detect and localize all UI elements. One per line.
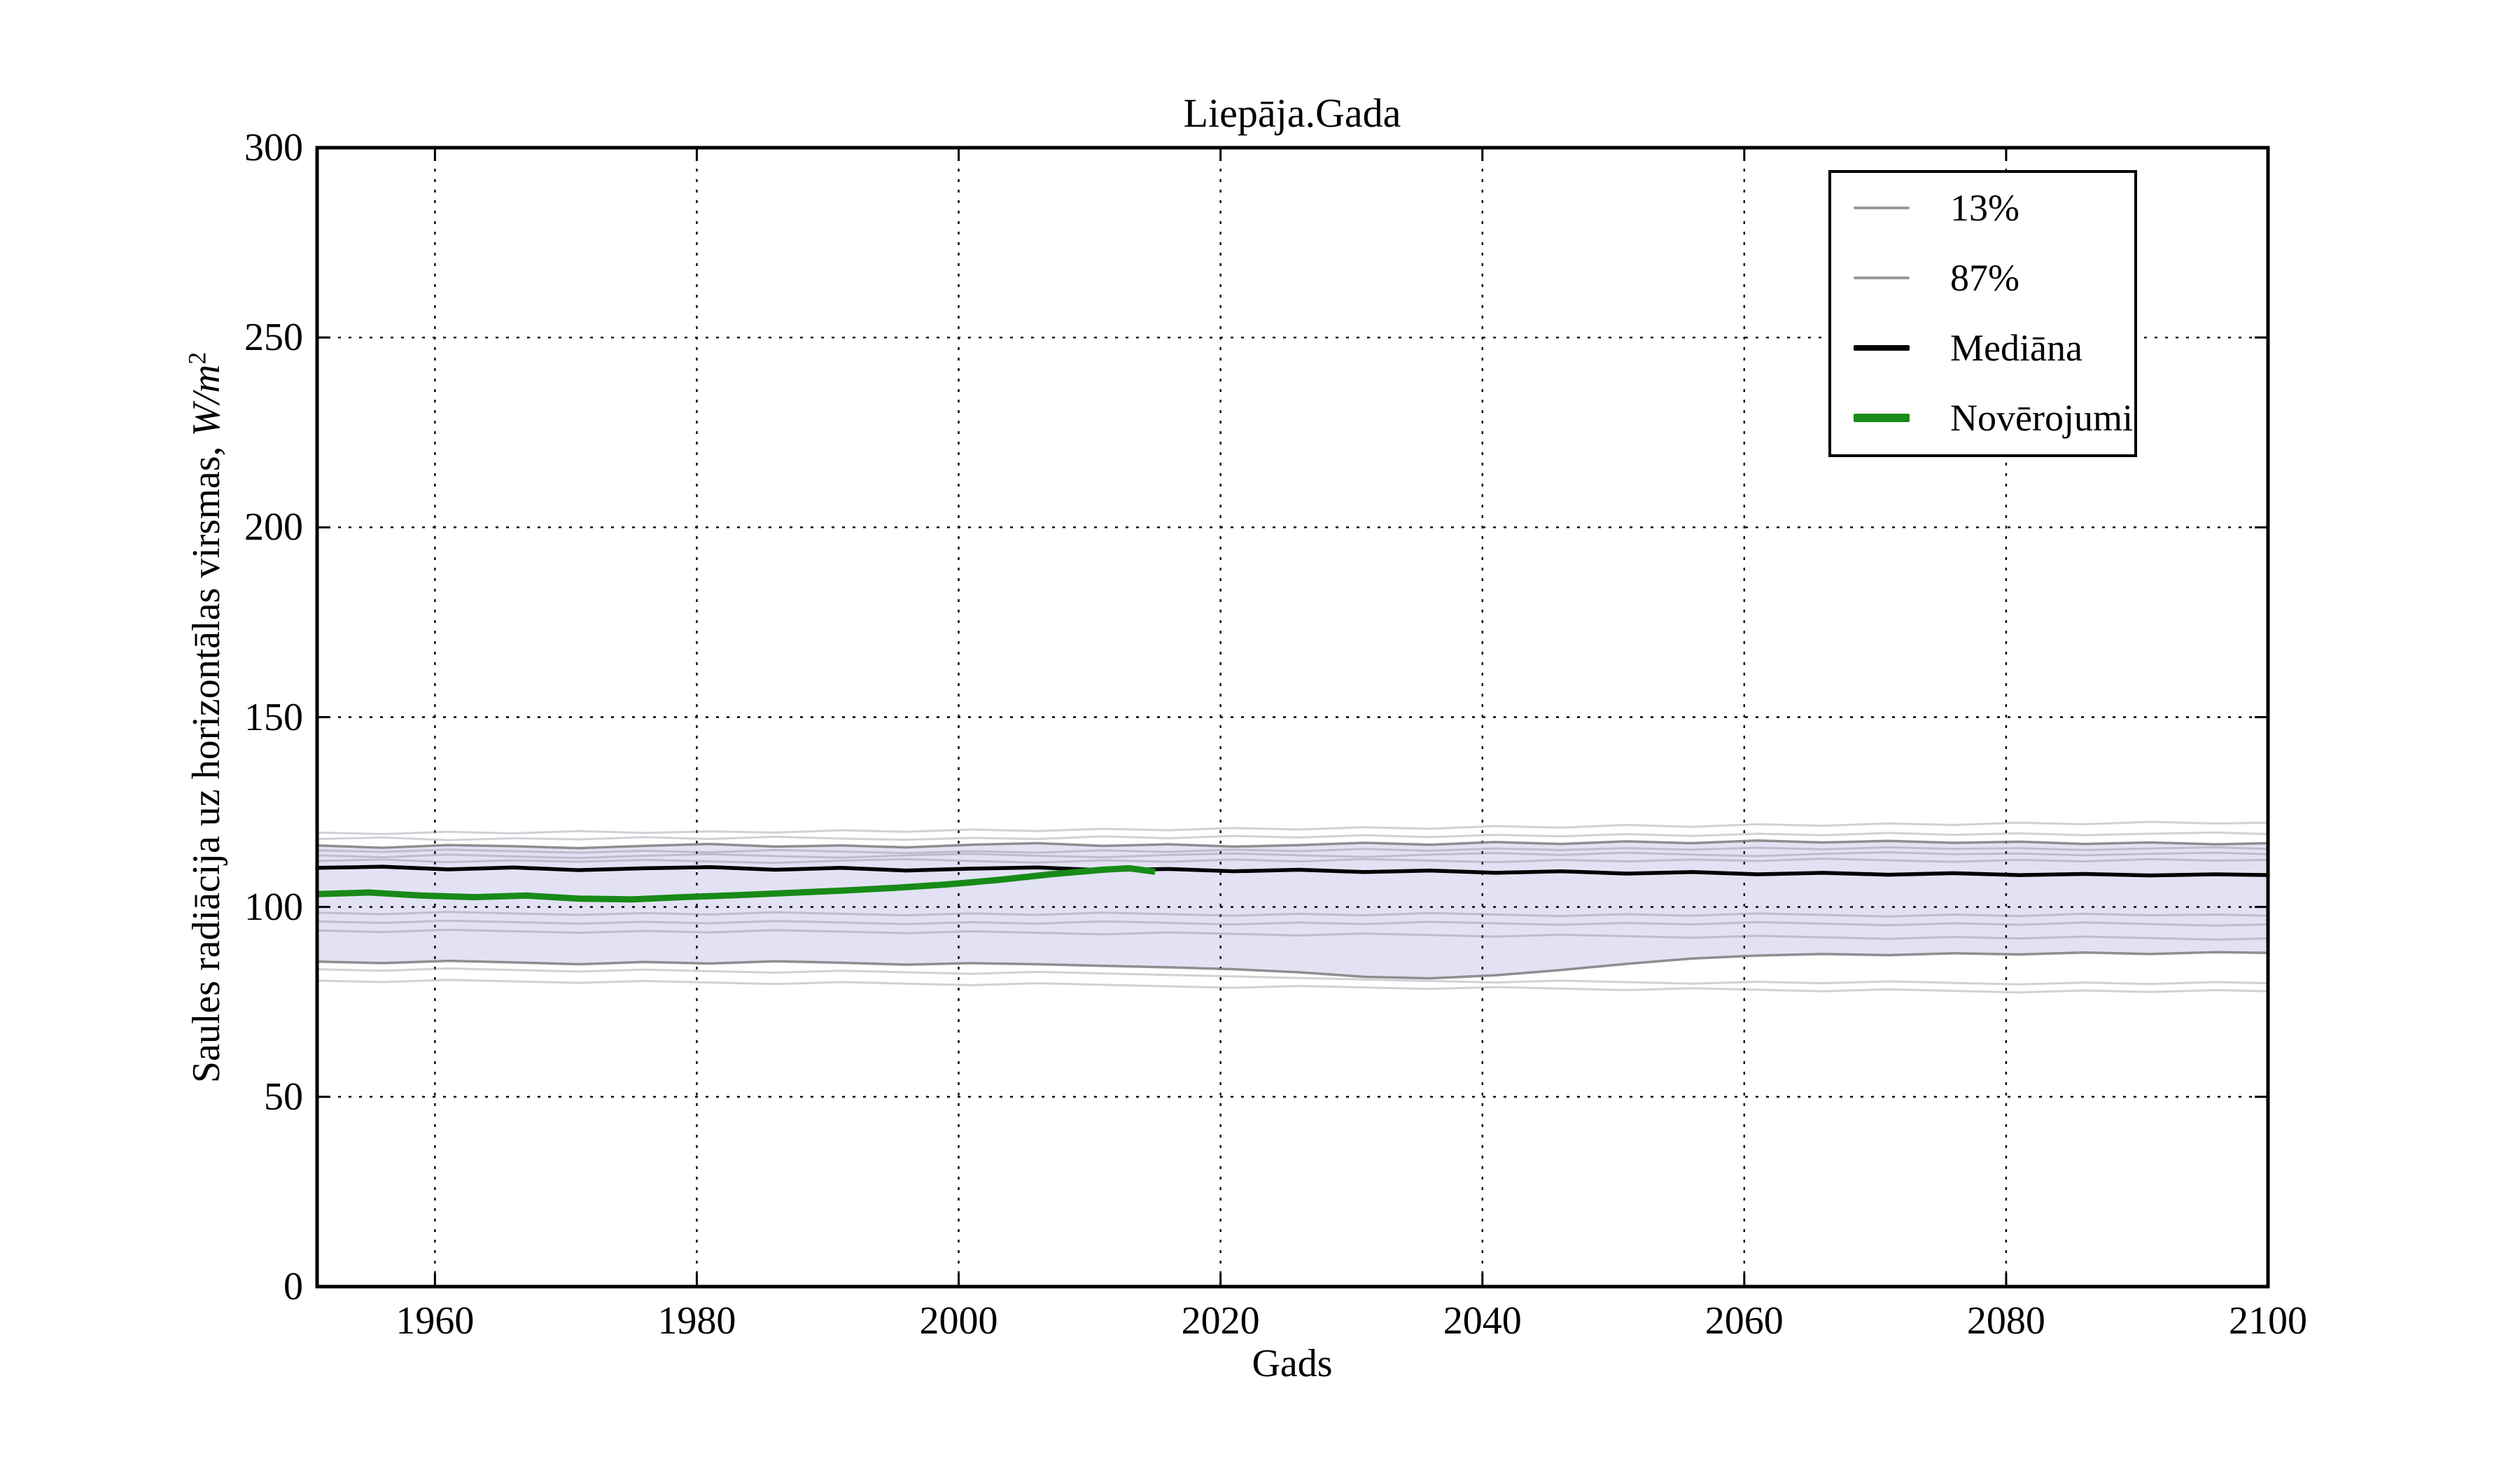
x-tick-label-2060: 2060 (1704, 1299, 1784, 1343)
series-noverojumi (316, 864, 1156, 903)
series-ensemble-5 (316, 846, 2269, 855)
y-tick-label-300: 300 (244, 126, 303, 169)
x-tick-label-1960: 1960 (396, 1299, 475, 1343)
series-ensemble-3 (316, 851, 2269, 860)
x-tick-label-1980: 1980 (657, 1299, 736, 1343)
legend-item-1: 13% (1831, 173, 2134, 243)
y-axis-label-math: W/m (185, 364, 228, 437)
legend: 13% 87% Mediāna Novērojumi (1828, 170, 2137, 457)
legend-label-3: Mediāna (1950, 327, 2082, 369)
y-tick-label-50: 50 (264, 1074, 303, 1119)
legend-item-3: Mediāna (1831, 313, 2134, 383)
legend-line-sample-2 (1854, 276, 1910, 279)
y-tick-label-100: 100 (244, 885, 303, 929)
series-p87 (316, 839, 2269, 850)
series-ensemble-4 (316, 858, 2269, 864)
series-mediana (315, 864, 2270, 878)
x-tick-label-2040: 2040 (1443, 1299, 1522, 1343)
legend-line-sample-1 (1854, 206, 1910, 209)
legend-label-2: 87% (1950, 257, 2019, 299)
legend-label-1: 13% (1950, 187, 2019, 229)
x-tick-label-2100: 2100 (2229, 1299, 2307, 1343)
chart-title: Liepāja.Gada (1183, 90, 1401, 136)
y-tick-label-150: 150 (244, 695, 303, 739)
x-tick-label-2000: 2000 (919, 1299, 998, 1343)
legend-item-4: Novērojumi (1831, 383, 2134, 453)
x-tick-label-2020: 2020 (1181, 1299, 1260, 1343)
y-tick-label-250: 250 (244, 316, 303, 360)
series-p13 (316, 951, 2269, 980)
y-tick-label-200: 200 (244, 505, 303, 550)
series-ensemble-2 (316, 831, 2269, 841)
series-ensemble-7 (316, 919, 2269, 927)
x-axis-label: Gads (1252, 1342, 1333, 1385)
series-ensemble-1 (316, 820, 2269, 836)
legend-rows: 13% 87% Mediāna Novērojumi (1831, 173, 2134, 453)
x-tick-label-2080: 2080 (1966, 1299, 2045, 1343)
series-ensemble-8 (316, 928, 2269, 941)
legend-label-4: Novērojumi (1950, 397, 2133, 439)
series-ensemble-6 (316, 911, 2269, 918)
legend-item-2: 87% (1831, 243, 2134, 313)
series-ensemble-10 (316, 979, 2269, 994)
legend-line-sample-3 (1854, 345, 1910, 351)
series-ensemble-9 (316, 967, 2269, 986)
legend-line-sample-4 (1854, 414, 1910, 422)
y-tick-label-0: 0 (284, 1265, 303, 1308)
